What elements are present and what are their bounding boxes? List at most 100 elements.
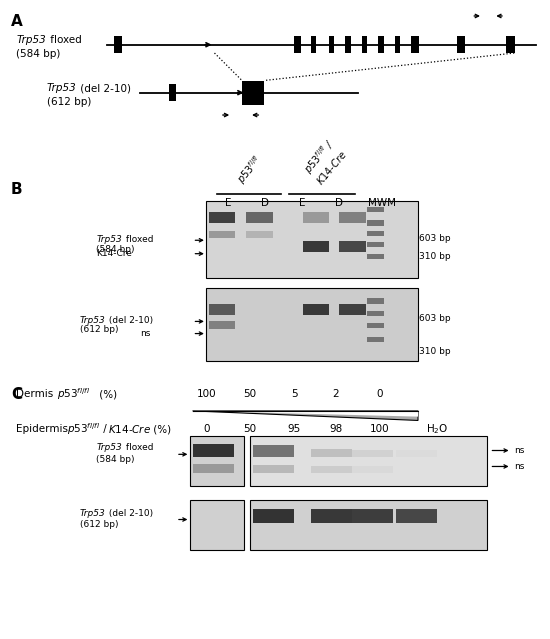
Bar [302,241,329,252]
Text: (%): (%) [96,389,117,399]
Text: 98: 98 [329,424,342,435]
Bar [311,36,316,53]
Bar [396,509,437,523]
Text: ns: ns [140,329,151,338]
Bar [209,304,235,315]
Text: ns: ns [514,446,525,455]
Polygon shape [192,411,418,420]
Bar [206,288,418,361]
Text: floxed: floxed [123,443,153,452]
Text: (612 bp): (612 bp) [80,325,118,334]
Bar [302,212,329,223]
Text: floxed: floxed [47,35,81,45]
Text: E: E [299,198,306,208]
Bar [209,231,235,238]
Bar [250,500,487,550]
Text: (584 bp): (584 bp) [96,455,135,464]
Bar [311,449,352,457]
Text: 0: 0 [203,424,210,435]
Text: (612 bp): (612 bp) [47,97,91,107]
Bar [311,466,352,473]
Bar [302,304,329,315]
Bar [352,509,393,523]
Bar [367,311,384,316]
Text: 50: 50 [244,389,257,399]
Text: $p53^{fl/fl}$: $p53^{fl/fl}$ [57,387,90,402]
Text: D: D [336,198,343,208]
Text: (584 bp): (584 bp) [16,49,61,59]
Bar [329,36,334,53]
Text: Trp53: Trp53 [80,509,106,518]
Bar [242,81,264,105]
Text: 310 bp: 310 bp [419,347,451,356]
Bar [378,36,384,53]
Text: Epidermis: Epidermis [16,424,72,435]
Bar [367,207,384,212]
Text: 310 bp: 310 bp [419,252,451,261]
Text: ns: ns [514,462,525,471]
Text: B: B [11,182,23,197]
Bar [253,445,294,457]
Text: $p53^{fl/fl}$ /
$K14$-$Cre$: $p53^{fl/fl}$ / $K14$-$Cre$ [300,136,349,187]
Text: Trp53: Trp53 [96,443,122,452]
Bar [396,450,437,457]
Text: (584 bp): (584 bp) [96,245,135,254]
Bar [253,509,294,523]
Text: 100: 100 [196,389,216,399]
Text: (%): (%) [150,424,170,435]
Text: $p53^{fl/fl}$: $p53^{fl/fl}$ [67,422,101,437]
Bar [367,254,384,259]
Text: $p53^{fl/fl}$: $p53^{fl/fl}$ [234,152,266,187]
Bar [367,242,384,247]
Bar [367,337,384,342]
Bar [396,466,437,473]
Bar [352,450,393,457]
Bar [253,465,294,473]
Bar [411,36,419,53]
Bar [192,464,234,473]
Bar [246,231,273,238]
Bar [246,212,273,223]
Text: Dermis: Dermis [16,389,57,399]
Text: Trp53: Trp53 [47,83,76,93]
Text: 603 bp: 603 bp [419,235,451,243]
Bar [190,500,244,550]
Bar [192,444,234,457]
Bar [339,304,366,315]
Bar [169,84,176,101]
Text: 0: 0 [376,389,383,399]
Bar [339,212,366,223]
Bar [209,212,235,223]
Bar [367,323,384,328]
Text: D: D [261,198,269,208]
Bar [114,36,122,53]
Bar [367,298,384,304]
Text: Trp53: Trp53 [16,35,46,45]
Bar [206,201,418,278]
Text: 95: 95 [288,424,301,435]
Text: $K14$-$Cre$: $K14$-$Cre$ [108,424,152,435]
Bar [367,231,384,236]
Text: (del 2-10): (del 2-10) [106,316,153,325]
Text: 50: 50 [244,424,257,435]
Text: floxed: floxed [123,235,153,244]
Bar [456,36,465,53]
Text: Trp53: Trp53 [80,316,106,325]
Text: (del 2-10): (del 2-10) [106,509,153,518]
Bar [209,321,235,329]
Bar [345,36,351,53]
Bar [352,466,393,473]
Bar [506,36,515,53]
Text: (612 bp): (612 bp) [80,520,118,529]
Text: K14-Cre: K14-Cre [96,249,132,258]
Bar [395,36,400,53]
Text: E: E [225,198,232,208]
Bar [367,220,384,226]
Text: MWM: MWM [368,198,396,208]
Polygon shape [192,411,418,417]
Text: /: / [100,424,110,435]
Text: C: C [11,387,22,401]
Bar [190,436,244,486]
Text: H$_2$O: H$_2$O [426,422,449,436]
Bar [250,436,487,486]
